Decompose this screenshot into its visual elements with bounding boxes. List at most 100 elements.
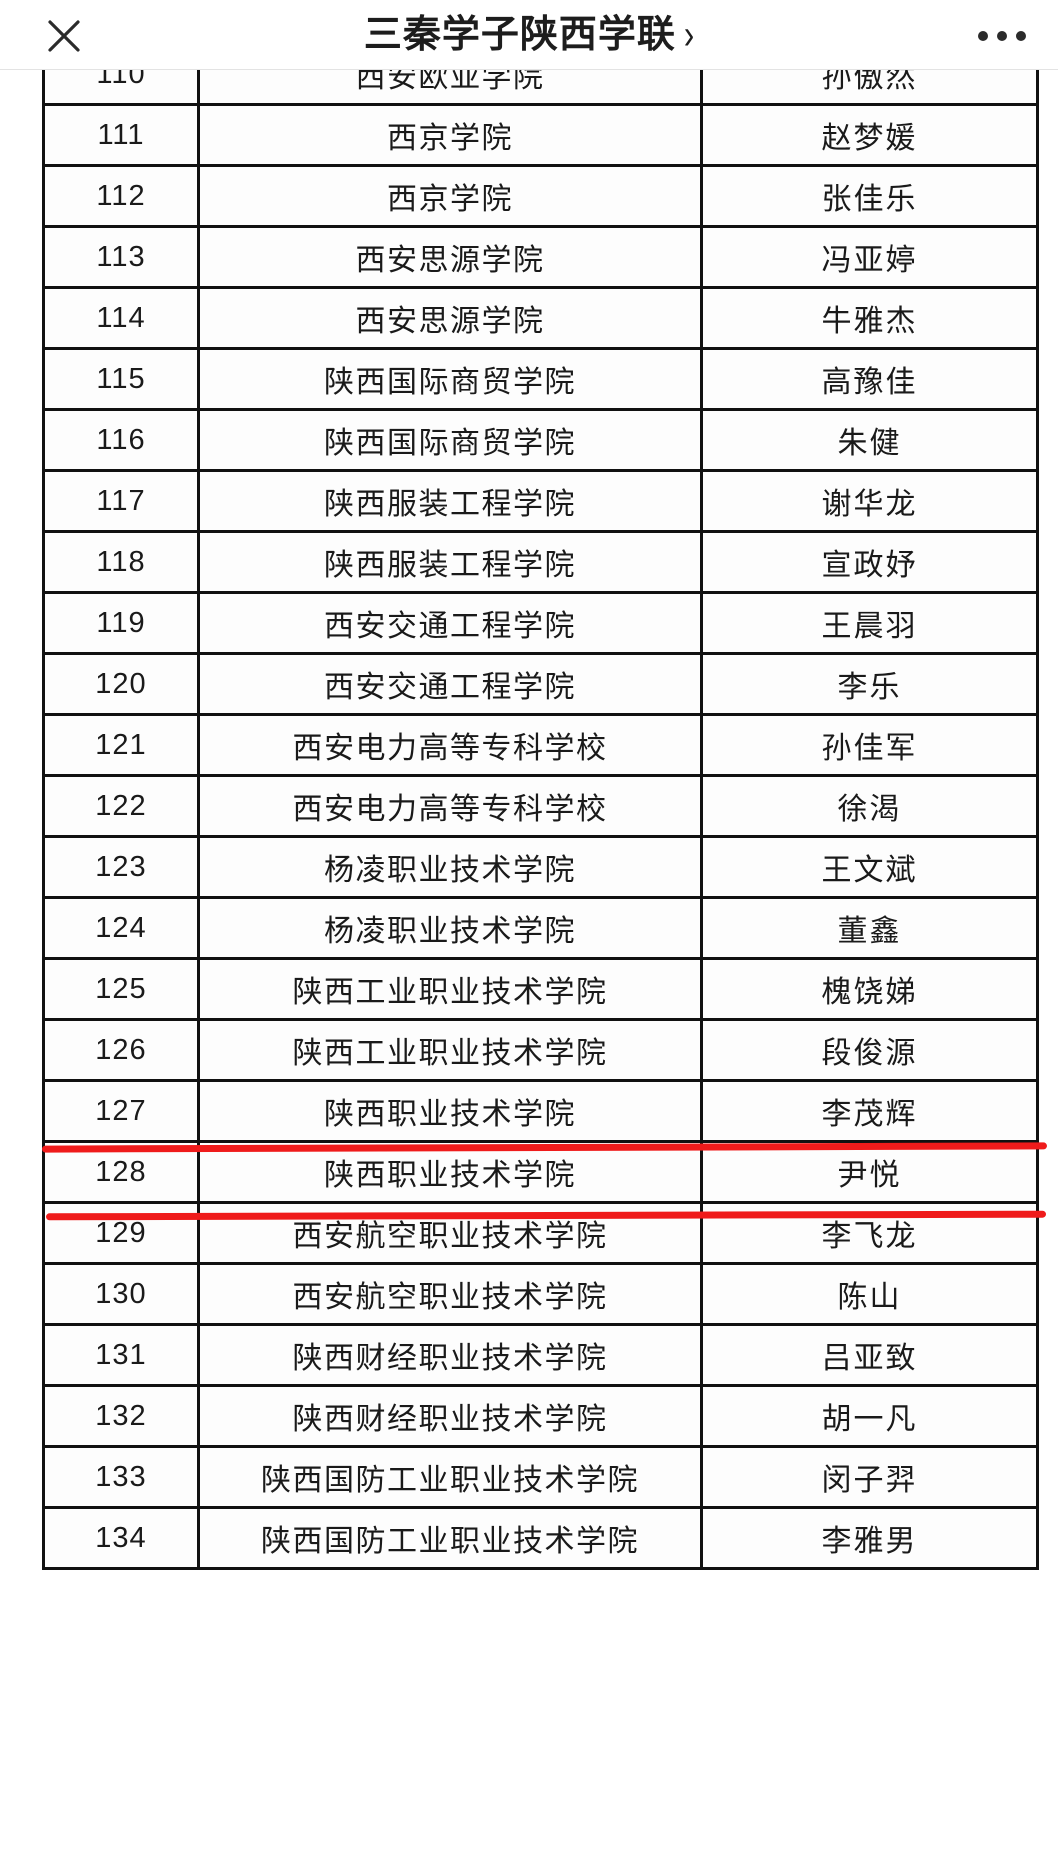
table-row: 111 西京学院 赵梦媛 (42, 103, 1039, 167)
table-row: 123 杨凌职业技术学院 王文斌 (42, 835, 1039, 899)
cell-index: 126 (42, 1018, 200, 1082)
table-row: 133 陕西国防工业职业技术学院 闵子羿 (42, 1445, 1039, 1509)
table-row: 110 西安欧亚学院 孙傲然 (42, 70, 1039, 106)
cell-school: 西安交通工程学院 (197, 652, 703, 716)
cell-school: 西京学院 (197, 164, 703, 228)
table-row: 120 西安交通工程学院 李乐 (42, 652, 1039, 716)
cell-name: 王晨羽 (700, 591, 1039, 655)
table-row: 121 西安电力高等专科学校 孙佳军 (42, 713, 1039, 777)
roster-table-wrapper: 110 西安欧亚学院 孙傲然 111 西京学院 赵梦媛 112 西京学院 张佳乐 113 西安思源学… (42, 70, 1039, 1570)
cell-school: 陕西国防工业职业技术学院 (197, 1506, 703, 1570)
cell-name: 朱健 (700, 408, 1039, 472)
cell-index: 119 (42, 591, 200, 655)
table-row: 132 陕西财经职业技术学院 胡一凡 (42, 1384, 1039, 1448)
chevron-right-icon: › (683, 10, 695, 58)
cell-school: 西安交通工程学院 (197, 591, 703, 655)
cell-index: 129 (42, 1201, 200, 1265)
cell-index: 115 (42, 347, 200, 411)
cell-school: 杨凌职业技术学院 (197, 835, 703, 899)
cell-name: 李飞龙 (700, 1201, 1039, 1265)
cell-name: 孙傲然 (700, 70, 1039, 106)
cell-index: 130 (42, 1262, 200, 1326)
cell-school: 西安思源学院 (197, 286, 703, 350)
table-row: 113 西安思源学院 冯亚婷 (42, 225, 1039, 289)
table-row: 114 西安思源学院 牛雅杰 (42, 286, 1039, 350)
page-title-text: 三秦学子陕西学联 (363, 14, 676, 56)
cell-school: 杨凌职业技术学院 (197, 896, 703, 960)
cell-name: 高豫佳 (700, 347, 1039, 411)
table-row: 131 陕西财经职业技术学院 吕亚致 (42, 1323, 1039, 1387)
cell-school: 西安思源学院 (197, 225, 703, 289)
cell-school: 陕西服装工程学院 (197, 530, 703, 594)
table-row: 128 陕西职业技术学院 尹悦 (42, 1140, 1039, 1204)
cell-name: 董鑫 (700, 896, 1039, 960)
cell-school: 西京学院 (197, 103, 703, 167)
app-top-bar: 三秦学子陕西学联 › (0, 0, 1058, 70)
cell-index: 133 (42, 1445, 200, 1509)
roster-table: 110 西安欧亚学院 孙傲然 111 西京学院 赵梦媛 112 西京学院 张佳乐 113 西安思源学… (42, 70, 1039, 1570)
cell-index: 121 (42, 713, 200, 777)
cell-name: 李雅男 (700, 1506, 1039, 1570)
table-row: 126 陕西工业职业技术学院 段俊源 (42, 1018, 1039, 1082)
table-row: 127 陕西职业技术学院 李茂辉 (42, 1079, 1039, 1143)
cell-school: 陕西国际商贸学院 (197, 408, 703, 472)
table-row: 134 陕西国防工业职业技术学院 李雅男 (42, 1506, 1039, 1570)
cell-index: 112 (42, 164, 200, 228)
cell-school: 陕西服装工程学院 (197, 469, 703, 533)
table-row: 116 陕西国际商贸学院 朱健 (42, 408, 1039, 472)
cell-index: 122 (42, 774, 200, 838)
cell-name: 吕亚致 (700, 1323, 1039, 1387)
cell-school: 陕西工业职业技术学院 (197, 1018, 703, 1082)
cell-name: 李乐 (700, 652, 1039, 716)
table-row: 125 陕西工业职业技术学院 槐饶娣 (42, 957, 1039, 1021)
cell-index: 117 (42, 469, 200, 533)
table-row: 119 西安交通工程学院 王晨羽 (42, 591, 1039, 655)
cell-name: 段俊源 (700, 1018, 1039, 1082)
cell-school: 西安电力高等专科学校 (197, 713, 703, 777)
cell-name: 赵梦媛 (700, 103, 1039, 167)
cell-name: 陈山 (700, 1262, 1039, 1326)
cell-name: 牛雅杰 (700, 286, 1039, 350)
cell-name: 冯亚婷 (700, 225, 1039, 289)
more-options-icon[interactable] (970, 16, 1034, 56)
cell-school: 西安欧亚学院 (197, 70, 703, 106)
cell-name: 胡一凡 (700, 1384, 1039, 1448)
cell-index: 128 (42, 1140, 200, 1204)
close-icon[interactable] (44, 16, 84, 56)
cell-index: 124 (42, 896, 200, 960)
cell-index: 110 (42, 70, 200, 106)
table-row: 130 西安航空职业技术学院 陈山 (42, 1262, 1039, 1326)
cell-school: 陕西职业技术学院 (197, 1079, 703, 1143)
cell-name: 孙佳军 (700, 713, 1039, 777)
cell-school: 陕西国际商贸学院 (197, 347, 703, 411)
cell-school: 陕西财经职业技术学院 (197, 1384, 703, 1448)
cell-index: 131 (42, 1323, 200, 1387)
page-title: 三秦学子陕西学联 › (0, 8, 1058, 62)
more-dot-3 (1016, 31, 1026, 41)
cell-index: 120 (42, 652, 200, 716)
document-scroll-area[interactable]: 110 西安欧亚学院 孙傲然 111 西京学院 赵梦媛 112 西京学院 张佳乐 113 西安思源学… (0, 70, 1058, 1851)
cell-name: 宣政妤 (700, 530, 1039, 594)
more-dot-1 (978, 31, 988, 41)
table-row: 124 杨凌职业技术学院 董鑫 (42, 896, 1039, 960)
cell-school: 陕西财经职业技术学院 (197, 1323, 703, 1387)
cell-name: 李茂辉 (700, 1079, 1039, 1143)
cell-school: 陕西国防工业职业技术学院 (197, 1445, 703, 1509)
cell-name: 尹悦 (700, 1140, 1039, 1204)
table-row: 112 西京学院 张佳乐 (42, 164, 1039, 228)
table-row: 122 西安电力高等专科学校 徐渴 (42, 774, 1039, 838)
cell-school: 陕西工业职业技术学院 (197, 957, 703, 1021)
cell-name: 张佳乐 (700, 164, 1039, 228)
top-bar-divider (0, 69, 1058, 70)
cell-index: 123 (42, 835, 200, 899)
cell-index: 132 (42, 1384, 200, 1448)
cell-index: 113 (42, 225, 200, 289)
cell-name: 闵子羿 (700, 1445, 1039, 1509)
cell-index: 114 (42, 286, 200, 350)
table-row: 118 陕西服装工程学院 宣政妤 (42, 530, 1039, 594)
cell-school: 西安航空职业技术学院 (197, 1262, 703, 1326)
cell-index: 118 (42, 530, 200, 594)
cell-index: 125 (42, 957, 200, 1021)
cell-school: 陕西职业技术学院 (197, 1140, 703, 1204)
cell-index: 111 (42, 103, 200, 167)
